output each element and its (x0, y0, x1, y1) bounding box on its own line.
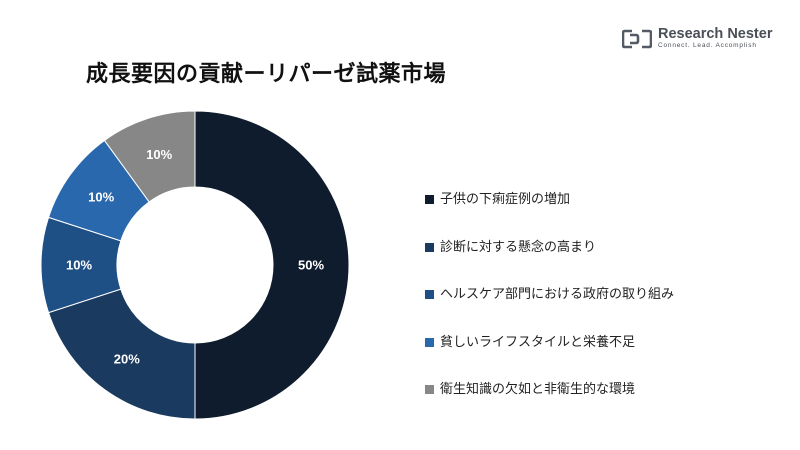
chart-legend: 子供の下痢症例の増加診断に対する懸念の高まりヘルスケア部門における政府の取り組み… (425, 190, 795, 428)
legend-swatch-icon (425, 385, 434, 394)
legend-item-2: 診断に対する懸念の高まり (425, 238, 795, 258)
donut-slice-5 (103, 110, 196, 203)
donut-slice-2 (47, 288, 196, 420)
legend-label: ヘルスケア部門における政府の取り組み (440, 287, 675, 302)
legend-item-5: 衛生知識の欠如と非衛生的な環境 (425, 380, 795, 400)
chart-title: 成長要因の貢献ーリパーゼ試薬市場 (86, 62, 447, 87)
research-nester-logo: Research Nester Connect. Lead. Accomplis… (622, 24, 772, 54)
logo-tagline: Connect. Lead. Accomplish (658, 42, 757, 49)
legend-swatch-icon (425, 195, 434, 204)
legend-item-3: ヘルスケア部門における政府の取り組み (425, 285, 795, 305)
logo-mark-icon (622, 29, 652, 49)
legend-label: 貧しいライフスタイルと栄養不足 (440, 334, 636, 350)
legend-label: 衛生知識の欠如と非衛生的な環境 (440, 382, 636, 397)
legend-swatch-icon (425, 290, 434, 299)
slice-value-label-1: 50% (298, 258, 324, 273)
legend-item-4: 貧しいライフスタイルと栄養不足 (425, 333, 795, 353)
donut-slice-1 (194, 110, 350, 420)
slice-value-label-5: 10% (146, 147, 172, 162)
slice-value-label-2: 20% (114, 351, 140, 366)
slice-value-label-3: 10% (66, 258, 92, 273)
legend-swatch-icon (425, 242, 434, 252)
legend-item-1: 子供の下痢症例の増加 (425, 190, 795, 210)
slice-value-label-4: 10% (88, 189, 114, 204)
legend-label: 診断に対する懸念の高まり (440, 239, 597, 255)
logo-name: Research Nester (658, 26, 773, 42)
legend-swatch-icon (425, 337, 434, 347)
legend-label: 子供の下痢症例の増加 (440, 192, 571, 207)
